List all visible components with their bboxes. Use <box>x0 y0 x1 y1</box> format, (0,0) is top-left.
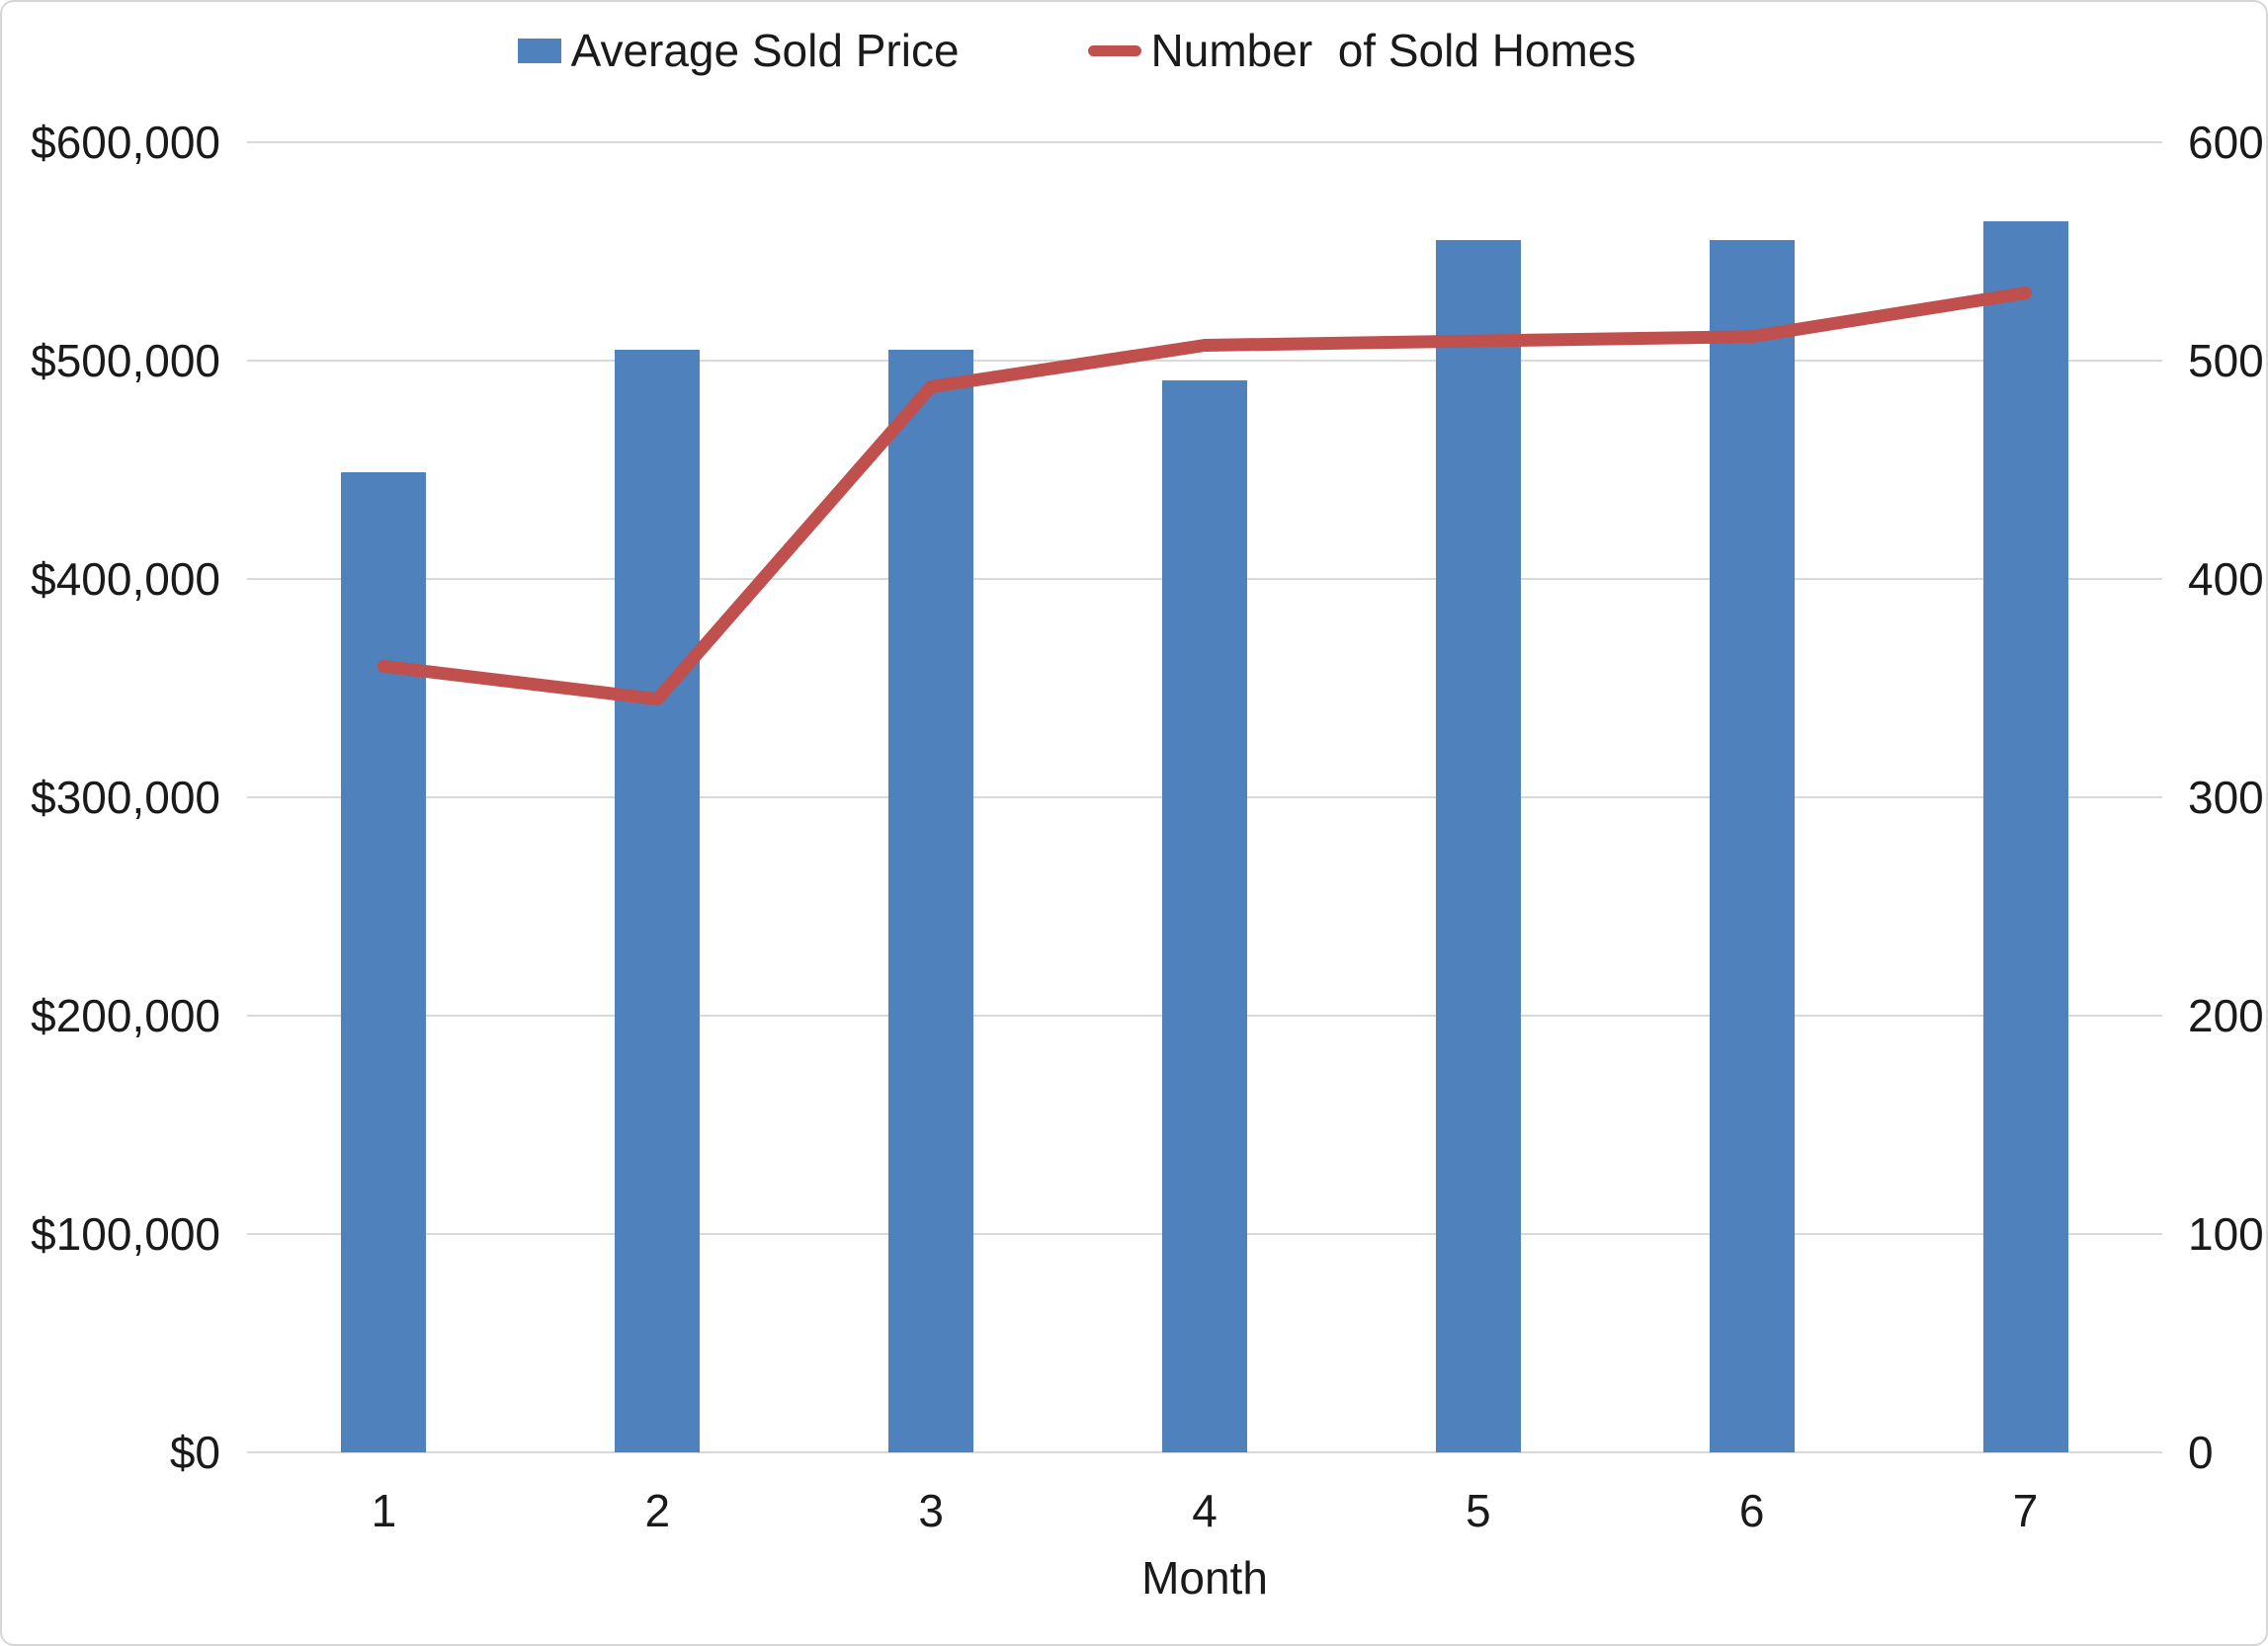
bar-month-1 <box>341 471 427 1452</box>
number-of-sold-homes-line <box>377 287 2033 706</box>
legend: Average Sold Price Number of Sold Homes <box>2 24 2151 77</box>
bar-month-2 <box>615 349 701 1452</box>
legend-label-average-sold-price: Average Sold Price <box>570 25 960 76</box>
x-axis-tick-label-3: 3 <box>918 1485 944 1536</box>
x-axis-title: Month <box>1141 1552 1268 1604</box>
x-axis-tick-label-5: 5 <box>1466 1485 1491 1536</box>
right-axis-tick-label: 0 <box>2188 1427 2214 1478</box>
right-axis-tick-label: 200 <box>2188 990 2264 1041</box>
bar-month-7 <box>1982 220 2068 1452</box>
left-axis-tick-label: $300,000 <box>31 772 220 823</box>
left-axis-tick-label: $200,000 <box>31 990 220 1041</box>
left-axis-tick-label: $100,000 <box>31 1208 220 1260</box>
gridline <box>247 141 2162 143</box>
x-axis-tick-label-7: 7 <box>2012 1485 2039 1536</box>
plot-area <box>247 141 2162 1453</box>
bar-month-5 <box>1435 240 1521 1452</box>
line-series-swatch <box>1087 44 1141 56</box>
bar-series-swatch <box>517 38 561 63</box>
left-axis-tick-label: $600,000 <box>31 117 220 168</box>
bar-month-3 <box>888 349 974 1452</box>
x-axis-tick-label-2: 2 <box>644 1485 671 1536</box>
x-axis-tick-label-6: 6 <box>1738 1485 1765 1536</box>
left-axis-tick-label: $500,000 <box>31 335 220 386</box>
line-path <box>377 287 2033 706</box>
bar-month-6 <box>1709 240 1795 1452</box>
x-axis-line <box>247 1451 2162 1453</box>
left-axis-tick-label: $400,000 <box>31 553 220 605</box>
right-axis-tick-label: 400 <box>2188 553 2264 605</box>
legend-item-average-sold-price: Average Sold Price <box>517 24 960 77</box>
left-axis-tick-label: $0 <box>169 1427 220 1478</box>
right-axis-tick-label: 600 <box>2188 117 2264 168</box>
right-axis-tick-label: 300 <box>2188 772 2264 823</box>
right-axis-tick-label: 500 <box>2188 335 2264 386</box>
gridline <box>247 360 2162 362</box>
bar-month-4 <box>1162 379 1247 1452</box>
right-axis-tick-label: 100 <box>2188 1208 2264 1260</box>
legend-label-number-of-sold-homes: Number of Sold Homes <box>1150 25 1637 76</box>
legend-item-number-of-sold-homes: Number of Sold Homes <box>1087 24 1637 77</box>
x-axis-tick-label-1: 1 <box>371 1485 397 1536</box>
x-axis-tick-label-4: 4 <box>1192 1485 1218 1536</box>
